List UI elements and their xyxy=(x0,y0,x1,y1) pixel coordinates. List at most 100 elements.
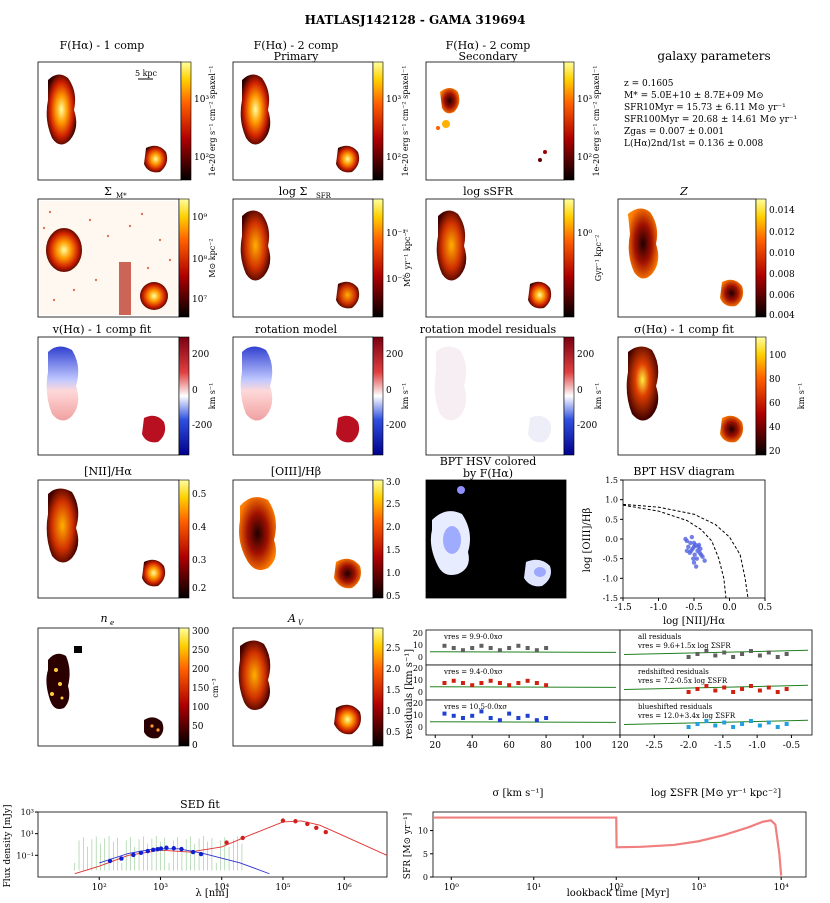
cbar-tick: 2.5 xyxy=(386,500,401,510)
cbar-tick: 0.5 xyxy=(386,592,401,602)
bpt-point xyxy=(691,556,696,561)
bpt-ytick-label: 1.5 xyxy=(605,476,618,485)
galaxy-main xyxy=(436,210,467,281)
resid-point xyxy=(442,711,447,716)
cbar-tick: 1.5 xyxy=(386,546,401,556)
cbar-tick: 10⁰ xyxy=(577,229,592,239)
bpt-ytick-label: 1.0 xyxy=(605,496,618,505)
resid-point xyxy=(757,653,762,658)
bpt-point xyxy=(684,548,690,553)
resid-point xyxy=(722,650,727,655)
resid-xtick-label: 80 xyxy=(540,741,552,751)
bpt-ylabel: log [OIII]/Hβ xyxy=(582,508,593,573)
panel-log-ssfr: log sSFR 10⁰ Gyr⁻¹ kpc⁻² xyxy=(425,185,603,318)
bpt-point xyxy=(697,550,702,555)
cbar-tick: 150 xyxy=(192,684,209,694)
panel-rotation-model: rotation model 200 0 -200 km s⁻¹ xyxy=(232,323,410,456)
sfh-xtick-label: 10⁴ xyxy=(774,883,789,893)
resid-point xyxy=(740,722,745,726)
resid-point xyxy=(695,722,700,726)
resid-point xyxy=(525,646,530,650)
sed-xtick-label: 10⁶ xyxy=(337,883,352,893)
scale-bar-label: 5 kpc xyxy=(135,69,158,78)
galaxy-main xyxy=(46,228,82,272)
resid-point xyxy=(722,720,727,725)
resid-point xyxy=(497,648,502,653)
resid-point xyxy=(470,683,475,688)
sed-photometry-point xyxy=(158,846,164,851)
cbar-tick: 0.010 xyxy=(769,249,795,259)
resid-point xyxy=(784,652,789,656)
panel-title: BPT HSV colored xyxy=(440,455,537,468)
resid-point xyxy=(507,711,512,716)
colorbar xyxy=(372,336,384,456)
cbar-label: km s⁻¹ xyxy=(797,383,806,410)
galaxy-companion xyxy=(528,281,552,309)
resid-point xyxy=(731,655,736,659)
sfh-chart: 10⁰ 10¹ 10² 10³ 10⁴ 10 5 0 lookback time [Myr]… xyxy=(403,811,807,899)
resid-point xyxy=(470,713,475,718)
cbar-tick: 100 xyxy=(769,351,786,361)
galaxy-companion xyxy=(336,281,360,309)
resid-point xyxy=(534,648,539,653)
bpt-point xyxy=(693,564,699,569)
resid-point xyxy=(766,685,771,690)
resid-ytick-label: 0 xyxy=(418,653,423,662)
cbar-tick: 0.5 xyxy=(192,490,207,500)
panel-fha-secondary: F(Hα) - 2 comp Secondary 10³ 10² 1e-20 e… xyxy=(425,39,601,181)
galaxy-companion xyxy=(140,282,168,310)
cbar-tick: 200 xyxy=(192,665,209,675)
resid-point xyxy=(713,653,718,658)
resid-point xyxy=(704,684,709,688)
cbar-tick: 10⁸ xyxy=(192,255,207,265)
bpt-ytick-label: 0.5 xyxy=(605,515,618,524)
colorbar xyxy=(372,479,384,599)
cbar-tick: 3.0 xyxy=(386,478,401,488)
resid-legend-fit: vres = 10.5-0.0xσ xyxy=(443,703,507,711)
sed-photometry-point xyxy=(119,856,124,861)
resid-point xyxy=(507,683,512,688)
bpt-plot-area xyxy=(622,479,766,599)
resid-point xyxy=(451,678,456,683)
panel-nii-ha: [NII]/Hα 0.5 0.4 0.3 0.2 xyxy=(37,465,207,599)
galaxy-main xyxy=(46,488,79,563)
resid-xtick-label: -0.5 xyxy=(783,741,801,751)
sfh-xlabel: lookback time [Myr] xyxy=(567,888,670,899)
galaxy-main xyxy=(240,74,271,145)
resid-point xyxy=(731,725,736,729)
sed-title: SED fit xyxy=(180,798,220,811)
sed-photometry-point xyxy=(155,846,160,852)
sed-photometry-point xyxy=(145,848,150,854)
cbar-tick: 2.0 xyxy=(386,523,401,533)
bpt-xtick-label: -1.0 xyxy=(650,603,668,613)
resid-xtick-label: -1.0 xyxy=(748,741,766,751)
bpt-point xyxy=(698,546,703,552)
resid-point xyxy=(442,643,447,648)
panel-subtitle: Primary xyxy=(274,50,319,63)
resid-point xyxy=(748,719,753,723)
galaxy-main xyxy=(240,346,273,421)
resid-ytick-label: 20 xyxy=(413,664,423,673)
panel-title-sub: M* xyxy=(116,192,127,200)
sed-ytick-label: 10⁻¹ xyxy=(16,851,34,860)
cbar-tick: 20 xyxy=(769,447,781,457)
sed-photometry-point xyxy=(198,851,204,857)
cbar-tick: 60 xyxy=(769,399,781,409)
resid-point xyxy=(525,678,530,683)
colorbar xyxy=(563,61,575,181)
resid-point xyxy=(460,648,465,653)
galaxy-main xyxy=(434,346,467,421)
resid-fit-line xyxy=(623,649,809,655)
cbar-label: M⊙ kpc⁻² xyxy=(208,238,217,277)
resid-legend-series: all residuals xyxy=(638,633,682,641)
resid-point xyxy=(479,643,484,648)
resid-axes-sigma xyxy=(425,664,621,701)
resid-ylabel: residuals [km s⁻¹] xyxy=(404,649,415,739)
param-line: L(Hα)2nd/1st = 0.136 ± 0.008 xyxy=(624,138,764,149)
panel-title: log sSFR xyxy=(463,185,513,198)
sed-photometry-point xyxy=(190,849,196,855)
sfh-ytick-label: 10 xyxy=(418,827,428,836)
bpt-xtick-label: -1.5 xyxy=(614,603,632,613)
bpt-xtick-label: 0.5 xyxy=(758,603,773,613)
panel-title: F(Hα) - 2 comp xyxy=(254,39,339,52)
